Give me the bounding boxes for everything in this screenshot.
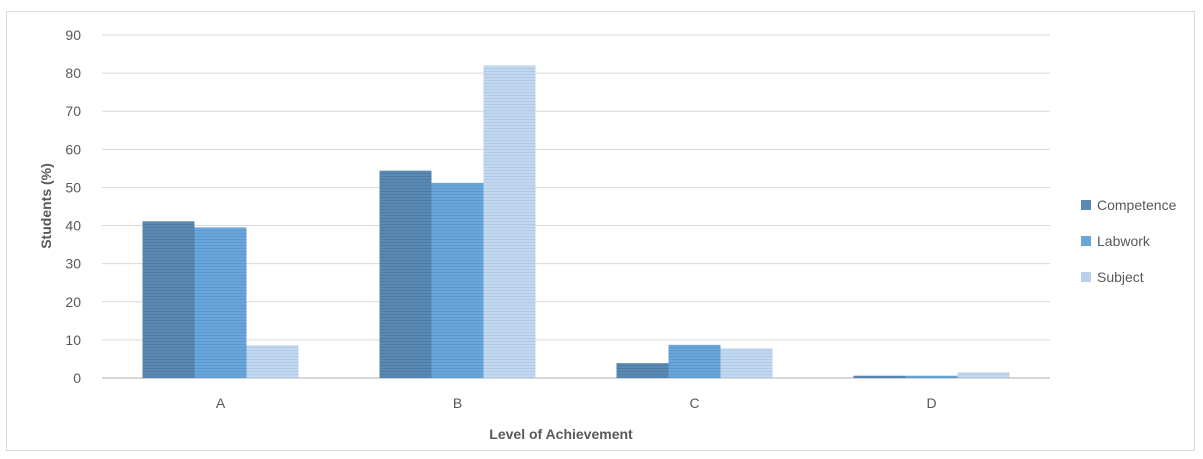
- x-tick-label: C: [689, 395, 699, 411]
- y-tick-label: 80: [65, 65, 81, 81]
- y-tick-label: 40: [65, 218, 81, 234]
- bar-subject-d: [957, 372, 1010, 378]
- legend-swatch-labwork: [1081, 236, 1091, 246]
- y-tick-label: 0: [73, 370, 81, 386]
- bar-labwork-c: [668, 344, 721, 378]
- bar-labwork-b: [431, 182, 484, 378]
- legend-swatch-subject: [1081, 272, 1091, 282]
- bar-subject-c: [720, 348, 773, 378]
- x-axis-label: Level of Achievement: [489, 426, 633, 442]
- bar-subject-b: [483, 65, 536, 378]
- y-tick-labels: 0 10 20 30 40 50 60 70 80 90: [65, 27, 81, 386]
- x-tick-label: A: [216, 395, 226, 411]
- bar-competence-a: [142, 221, 195, 378]
- x-tick-labels: A B C D: [216, 395, 937, 411]
- bar-competence-b: [379, 170, 432, 378]
- legend-label-subject: Subject: [1097, 269, 1144, 285]
- y-tick-label: 30: [65, 256, 81, 272]
- bar-labwork-a: [194, 227, 247, 378]
- y-tick-label: 70: [65, 103, 81, 119]
- bar-competence-c: [616, 363, 669, 378]
- legend-label-labwork: Labwork: [1097, 233, 1151, 249]
- y-tick-label: 60: [65, 141, 81, 157]
- legend-swatch-competence: [1081, 200, 1091, 210]
- y-tick-label: 50: [65, 179, 81, 195]
- bar-competence-d: [853, 375, 906, 378]
- y-tick-label: 20: [65, 294, 81, 310]
- y-axis-label: Students (%): [38, 163, 54, 249]
- y-tick-label: 90: [65, 27, 81, 43]
- legend: Competence Labwork Subject: [1081, 197, 1177, 285]
- x-tick-label: B: [453, 395, 462, 411]
- y-tick-label: 10: [65, 332, 81, 348]
- x-tick-label: D: [926, 395, 936, 411]
- bars: [142, 65, 1010, 378]
- legend-label-competence: Competence: [1097, 197, 1177, 213]
- bar-subject-a: [246, 345, 299, 378]
- bar-labwork-d: [905, 375, 958, 378]
